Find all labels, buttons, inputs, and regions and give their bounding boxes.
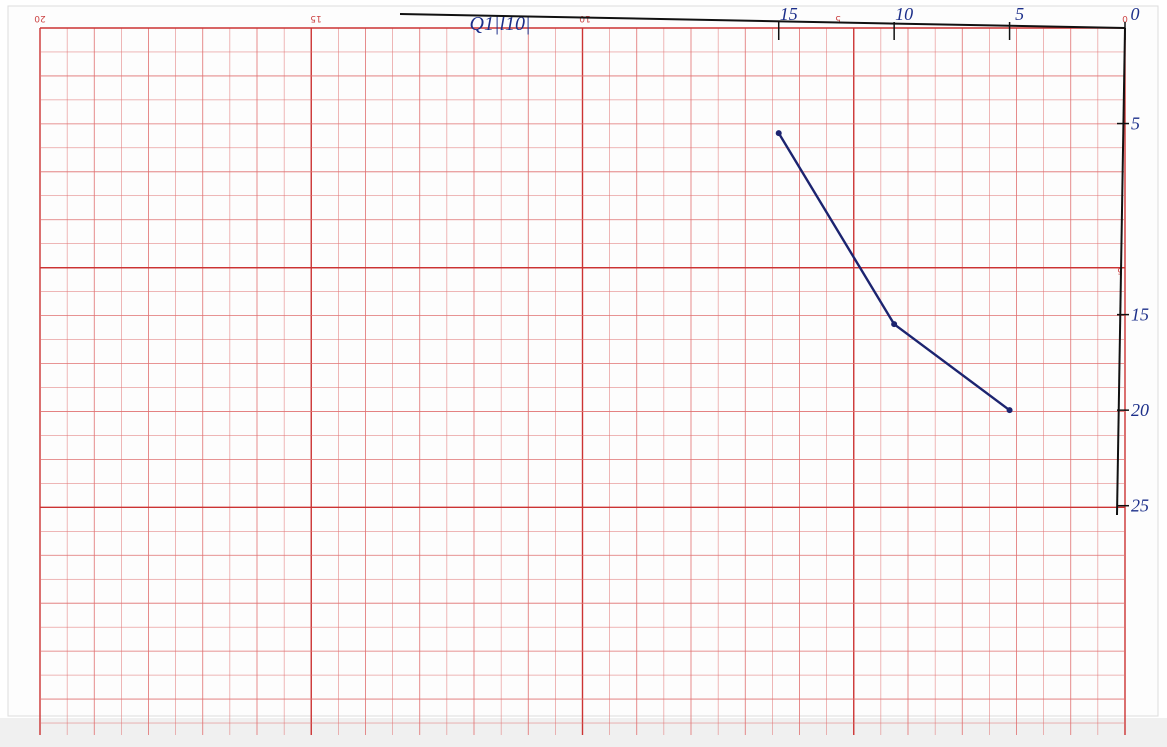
y-tick-label: 20 — [1131, 400, 1149, 420]
point — [891, 321, 897, 327]
graph-paper — [40, 28, 1125, 735]
y-tick-label: 25 — [1131, 496, 1149, 516]
y-tick-label: 5 — [1131, 114, 1140, 134]
x-tick-label: 10 — [895, 4, 913, 24]
x-tick-label: 5 — [1015, 4, 1024, 24]
y-tick-label: 15 — [1131, 305, 1149, 325]
page: Q1|l10| 2015105051510505152025 (() => { … — [0, 0, 1167, 747]
paper-label: 20 — [34, 13, 46, 23]
paper-label: 15 — [310, 13, 321, 23]
x-tick-label: 0 — [1131, 4, 1140, 24]
point — [1007, 407, 1013, 413]
chart: Q1|l10| 2015105051510505152025 — [0, 0, 1167, 747]
x-tick-label: 15 — [780, 4, 798, 24]
point — [776, 130, 782, 136]
paper-label: 0 — [1122, 13, 1128, 23]
